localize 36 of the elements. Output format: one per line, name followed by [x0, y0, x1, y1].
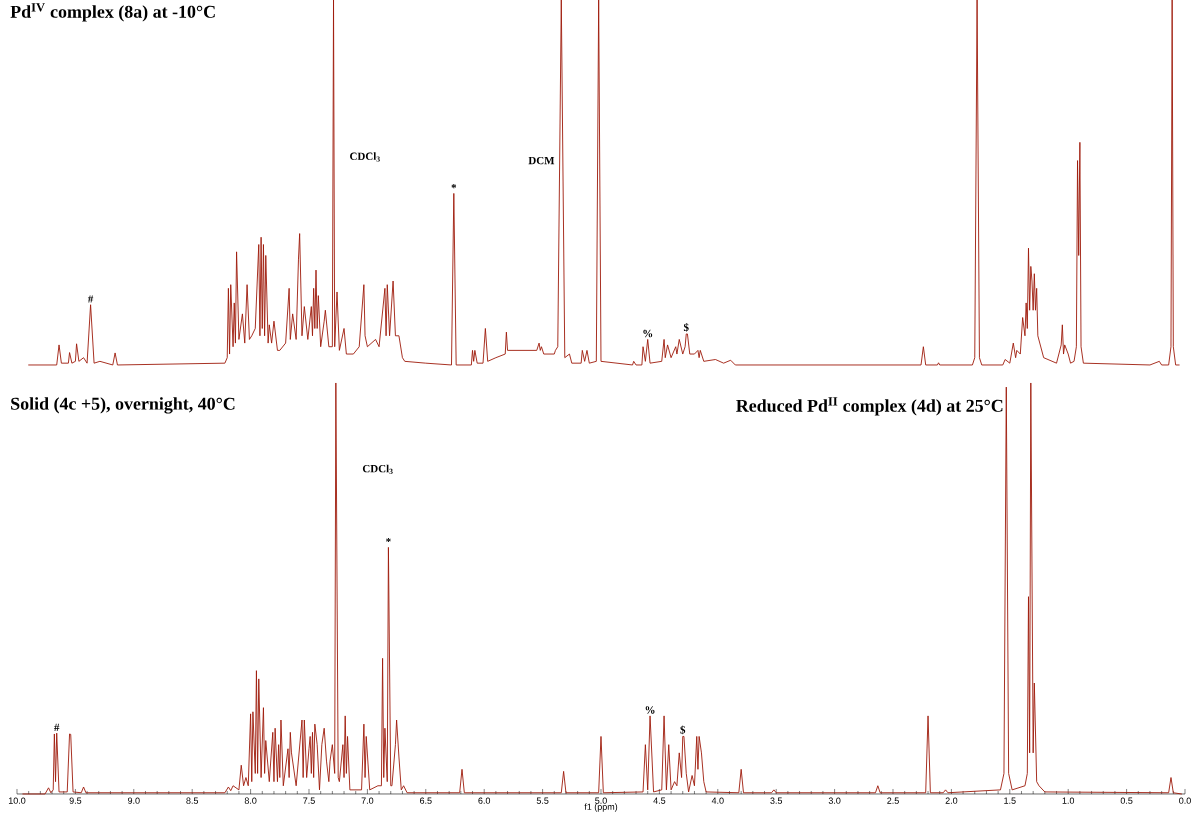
x-tick-label: 7.5: [303, 797, 315, 804]
x-tick-label: 0.5: [1120, 797, 1133, 804]
x-tick-label: 3.0: [828, 797, 841, 804]
annotation: #: [54, 723, 60, 731]
x-tick-label: 3.5: [770, 797, 783, 804]
annotation: #: [87, 295, 94, 303]
x-tick-label: 8.0: [244, 797, 257, 804]
x-tick-label: 6.0: [478, 797, 491, 804]
x-tick-label: 5.5: [536, 797, 549, 804]
annotation: *: [386, 537, 391, 543]
x-tick-label: 8.5: [186, 797, 199, 804]
annotation: $: [683, 322, 689, 332]
annotation: *: [451, 184, 457, 189]
annotation: CDCl$_{3}$: [362, 464, 393, 474]
x-tick-label: 9.0: [127, 797, 140, 804]
chart-title: Pd$^{IV}$ complex (8a) at -10°C: [10, 3, 215, 22]
x-tick-label: 9.5: [69, 797, 82, 804]
x-tick-label: 4.5: [653, 797, 666, 804]
text: Solid (4c +5), overnight, 40°C: [11, 397, 235, 414]
annotation: CDCl$_{3}$: [350, 152, 380, 162]
x-tick-label: 4.0: [711, 797, 724, 804]
x-tick-label: 2.0: [945, 797, 958, 804]
x-tick-label: 1.0: [1062, 797, 1075, 804]
annotation: DCM: [528, 156, 555, 165]
text: Reduced Pd$^{II}$ complex (4d) at 25°C: [736, 397, 1003, 416]
x-tick-label: 1.5: [1004, 797, 1016, 804]
x-tick-label: 2.5: [887, 797, 899, 804]
x-axis-title: f1 (ppm): [584, 803, 618, 812]
annotation: %: [645, 706, 655, 714]
annotation: $: [680, 725, 686, 735]
x-tick-label: 10.0: [8, 797, 26, 804]
x-tick-label: 6.5: [420, 797, 432, 804]
x-tick-label: 5.0: [595, 797, 607, 804]
x-tick-label: 0.0: [1179, 797, 1191, 804]
x-tick-label: 7.0: [361, 797, 374, 804]
annotation: %: [643, 329, 653, 338]
